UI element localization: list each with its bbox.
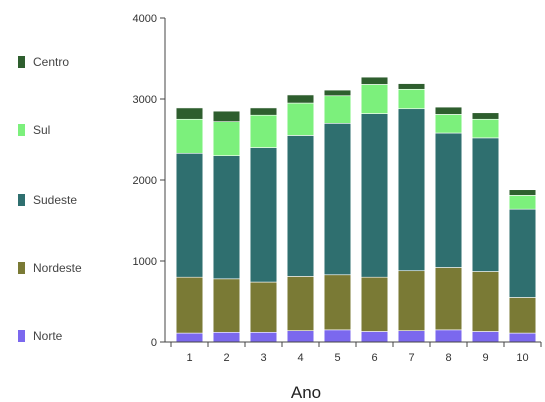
bar-segment-nordeste bbox=[249, 281, 278, 333]
bar-segment-sudeste bbox=[175, 152, 204, 278]
bar-segment-nordeste bbox=[360, 276, 389, 332]
bar-segment-nordeste bbox=[508, 297, 537, 334]
bar-segment-norte bbox=[249, 331, 278, 343]
bar-segment-norte bbox=[286, 330, 315, 343]
bar-segment-norte bbox=[212, 331, 241, 343]
bar-segment-sudeste bbox=[286, 135, 315, 277]
bar-segment-sul bbox=[360, 84, 389, 114]
x-tick-label: 3 bbox=[260, 352, 266, 364]
legend-swatch-sudeste bbox=[18, 194, 25, 206]
bar-segment-sul bbox=[286, 102, 315, 136]
legend-label-nordeste: Nordeste bbox=[33, 261, 82, 275]
y-axis: 0 1000 2000 3000 4000 bbox=[133, 13, 166, 349]
bar-segment-sul bbox=[249, 114, 278, 148]
y-tick-label: 0 bbox=[151, 337, 157, 349]
bar-segment-sul bbox=[508, 195, 537, 210]
x-tick-label: 1 bbox=[186, 352, 192, 364]
bar-segment-norte bbox=[360, 331, 389, 343]
bar-segment-norte bbox=[323, 329, 352, 343]
bar-segment-sul bbox=[175, 118, 204, 154]
x-tick-label: 6 bbox=[371, 352, 377, 364]
y-tick-label: 1000 bbox=[133, 256, 157, 268]
bar-segment-sudeste bbox=[249, 147, 278, 283]
x-axis-title: Ano bbox=[291, 383, 321, 402]
bar-segment-nordeste bbox=[175, 276, 204, 334]
x-tick-label: 8 bbox=[445, 352, 451, 364]
bar-segment-nordeste bbox=[471, 271, 500, 332]
bar-segment-sul bbox=[397, 88, 426, 110]
bar-segment-sul bbox=[471, 118, 500, 139]
bar-segment-sudeste bbox=[397, 108, 426, 272]
bar-segment-centro bbox=[471, 112, 500, 120]
bar-segment-nordeste bbox=[212, 278, 241, 333]
bar-segment-nordeste bbox=[323, 274, 352, 331]
bar-segment-norte bbox=[508, 332, 537, 343]
legend-swatch-sul bbox=[18, 124, 25, 136]
bar-segment-sudeste bbox=[360, 113, 389, 278]
bar-segment-centro bbox=[508, 189, 537, 196]
x-tick-label: 5 bbox=[334, 352, 340, 364]
bar-segment-sudeste bbox=[212, 155, 241, 280]
x-tick-label: 9 bbox=[482, 352, 488, 364]
legend-label-sul: Sul bbox=[33, 123, 50, 137]
x-tick-label: 2 bbox=[223, 352, 229, 364]
bar-segment-centro bbox=[397, 83, 426, 90]
bar-segment-norte bbox=[434, 329, 463, 343]
legend-label-sudeste: Sudeste bbox=[33, 193, 77, 207]
bar-segment-sudeste bbox=[323, 123, 352, 276]
bar-segment-nordeste bbox=[434, 267, 463, 331]
bar-segment-norte bbox=[397, 330, 426, 343]
bars bbox=[175, 76, 537, 343]
x-tick-label: 4 bbox=[297, 352, 303, 364]
x-axis: 1 2 3 4 5 6 7 8 9 10 bbox=[165, 341, 542, 364]
bar-segment-norte bbox=[471, 331, 500, 343]
bar-segment-centro bbox=[175, 107, 204, 120]
bar-segment-sul bbox=[323, 95, 352, 124]
x-tick-label: 7 bbox=[408, 352, 414, 364]
legend-swatch-centro bbox=[18, 56, 25, 68]
bar-segment-sudeste bbox=[471, 137, 500, 272]
legend-swatch-norte bbox=[18, 330, 25, 342]
bar-segment-sudeste bbox=[508, 208, 537, 298]
bar-segment-centro bbox=[212, 110, 241, 122]
y-tick-label: 4000 bbox=[133, 13, 157, 25]
bar-segment-centro bbox=[286, 94, 315, 104]
bar-segment-sul bbox=[434, 114, 463, 134]
bar-segment-centro bbox=[360, 76, 389, 85]
bar-segment-sudeste bbox=[434, 132, 463, 268]
legend: Norte Nordeste Sudeste Sul Centro bbox=[18, 55, 82, 343]
bar-segment-centro bbox=[249, 107, 278, 116]
bar-segment-centro bbox=[434, 106, 463, 115]
legend-swatch-nordeste bbox=[18, 262, 25, 274]
legend-label-centro: Centro bbox=[33, 55, 69, 69]
bar-segment-nordeste bbox=[397, 270, 426, 331]
x-tick-label: 10 bbox=[516, 352, 528, 364]
bar-segment-sul bbox=[212, 121, 241, 157]
y-tick-label: 2000 bbox=[133, 175, 157, 187]
legend-label-norte: Norte bbox=[33, 329, 63, 343]
y-tick-label: 3000 bbox=[133, 94, 157, 106]
bar-segment-centro bbox=[323, 89, 352, 97]
bar-segment-norte bbox=[175, 332, 204, 343]
bar-segment-nordeste bbox=[286, 276, 315, 331]
